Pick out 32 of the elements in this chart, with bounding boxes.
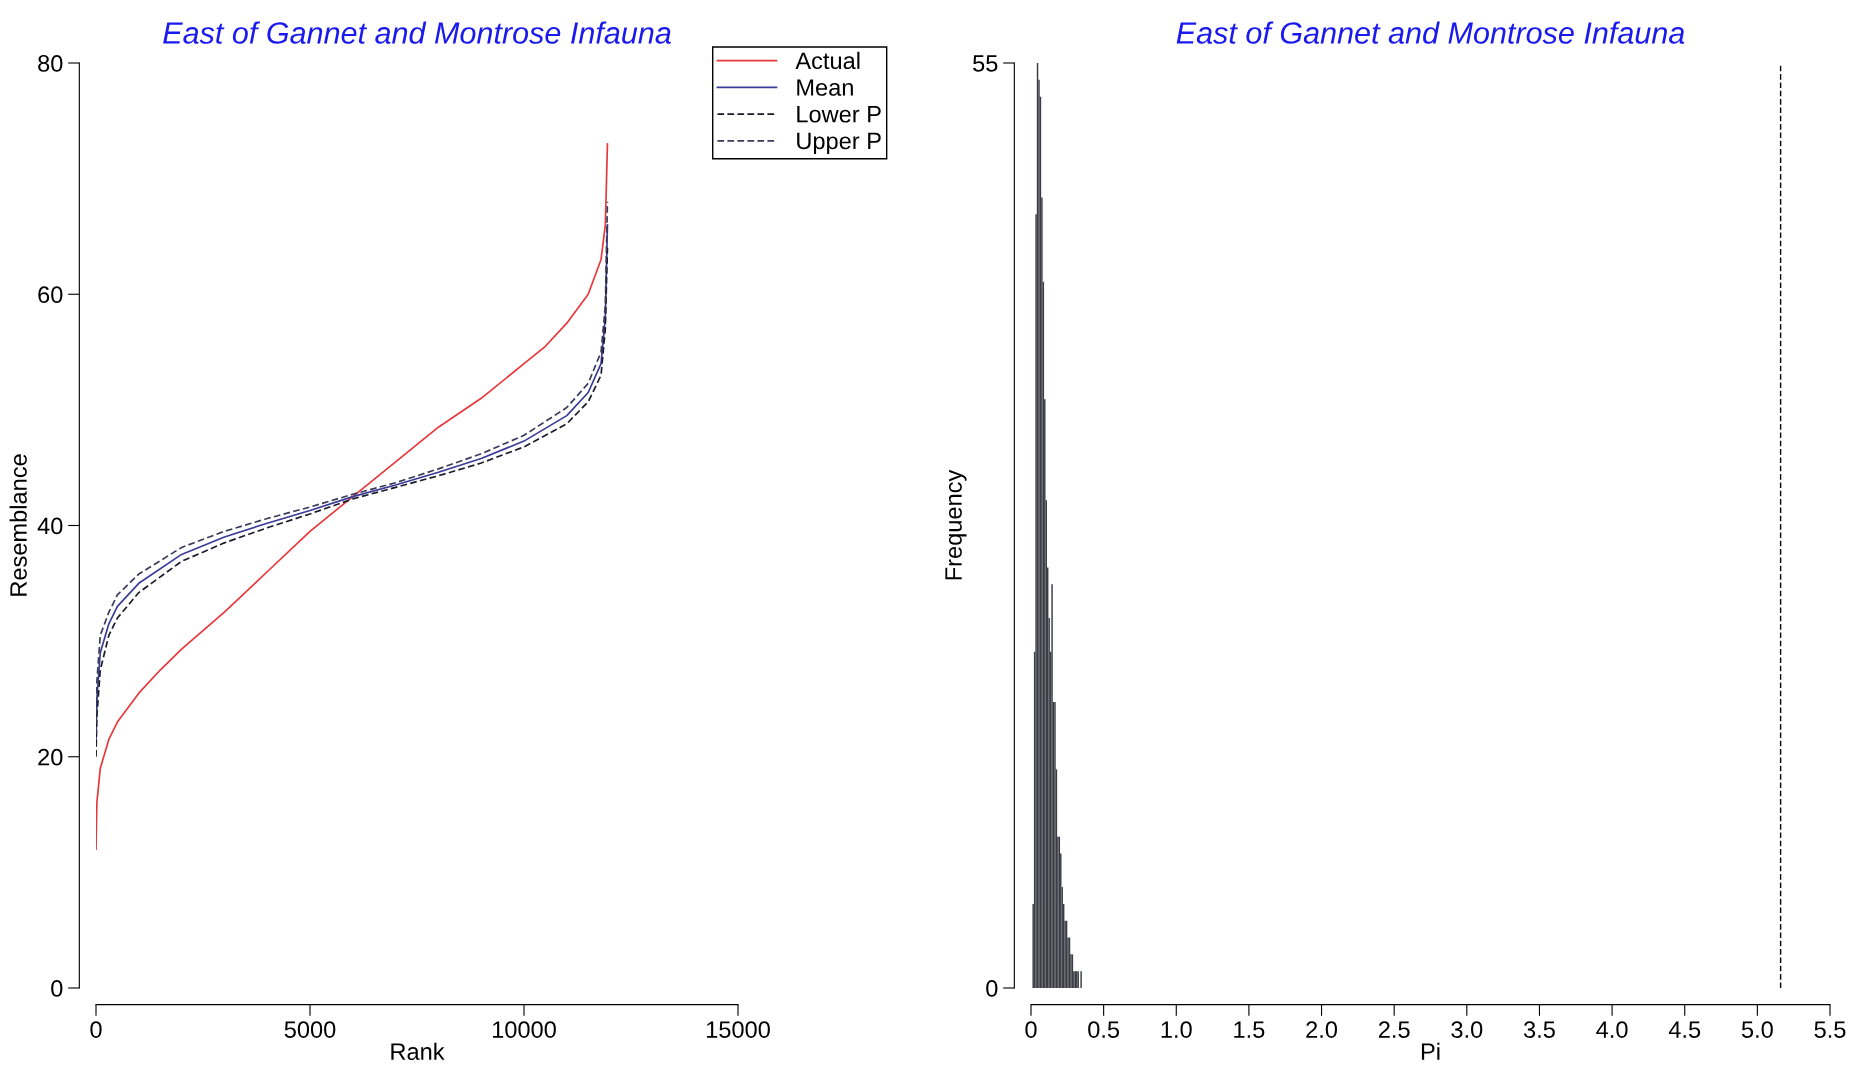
x-tick-label: 4.0 bbox=[1596, 1021, 1628, 1038]
legend-label: Actual bbox=[795, 51, 860, 70]
legend-label: Upper P bbox=[797, 132, 881, 154]
x-tick-label: 3.5 bbox=[1523, 1021, 1555, 1038]
x-tick-label: 2.5 bbox=[1378, 1021, 1410, 1038]
x-tick-label: 5.5 bbox=[1814, 1021, 1846, 1038]
y-tick-label: 20 bbox=[38, 748, 63, 766]
y-tick-label: 40 bbox=[37, 517, 63, 535]
x-tick-label: 2.0 bbox=[1306, 1021, 1338, 1038]
x-tick-label: 15000 bbox=[706, 1021, 770, 1038]
chart-title: East of Gannet and Montrose Infauna bbox=[1176, 21, 1685, 44]
legend-label: Lower P bbox=[797, 106, 881, 123]
x-tick-label: 1.5 bbox=[1234, 1021, 1265, 1038]
chart-title: East of Gannet and Montrose Infauna bbox=[163, 21, 671, 44]
x-tick-label: 0 bbox=[90, 1021, 102, 1038]
y-tick-label: 55 bbox=[973, 55, 998, 72]
x-tick-label: 3.0 bbox=[1451, 1021, 1483, 1038]
y-axis-title: Frequency bbox=[945, 469, 967, 580]
x-tick-label: 4.5 bbox=[1668, 1021, 1701, 1038]
y-tick-label: 60 bbox=[38, 286, 63, 304]
x-tick-label: 5000 bbox=[284, 1021, 336, 1038]
x-tick-label: 0 bbox=[1025, 1021, 1037, 1038]
y-axis-title: Resemblance bbox=[9, 454, 27, 596]
y-tick-label: 80 bbox=[38, 55, 63, 72]
x-axis-title: Rank bbox=[391, 1042, 445, 1060]
x-tick-label: 10000 bbox=[492, 1021, 556, 1038]
legend-label: Mean bbox=[797, 79, 853, 96]
x-axis-title: Pi bbox=[1421, 1042, 1440, 1060]
y-tick-label: 0 bbox=[51, 980, 63, 997]
x-tick-label: 0.5 bbox=[1088, 1021, 1120, 1038]
x-tick-label: 5.0 bbox=[1741, 1021, 1773, 1038]
x-tick-label: 1.0 bbox=[1161, 1021, 1192, 1038]
